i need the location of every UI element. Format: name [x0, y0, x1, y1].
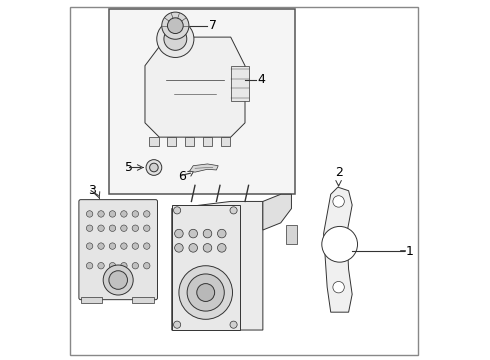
Circle shape [121, 225, 127, 231]
Circle shape [86, 262, 93, 269]
Circle shape [203, 229, 212, 238]
Circle shape [179, 266, 232, 319]
Bar [185, 137, 194, 146]
Circle shape [322, 226, 358, 262]
Circle shape [144, 243, 150, 249]
Circle shape [333, 282, 344, 293]
Circle shape [146, 159, 162, 175]
Polygon shape [323, 187, 352, 312]
Circle shape [230, 321, 237, 328]
Circle shape [174, 244, 183, 252]
Text: 4: 4 [258, 73, 266, 86]
Circle shape [121, 243, 127, 249]
Circle shape [109, 243, 116, 249]
Polygon shape [190, 164, 218, 172]
Bar [286, 225, 297, 244]
Circle shape [98, 225, 104, 231]
Circle shape [149, 163, 158, 172]
Circle shape [218, 229, 226, 238]
Text: 3: 3 [88, 184, 96, 197]
Text: 2: 2 [335, 166, 343, 179]
Text: 5: 5 [125, 161, 133, 174]
Circle shape [132, 225, 139, 231]
Text: 7: 7 [209, 19, 217, 32]
Circle shape [187, 274, 224, 311]
Circle shape [86, 243, 93, 249]
Circle shape [98, 243, 104, 249]
Circle shape [173, 207, 181, 214]
Circle shape [144, 211, 150, 217]
Circle shape [109, 271, 127, 289]
Circle shape [121, 211, 127, 217]
Circle shape [86, 225, 93, 231]
Circle shape [144, 225, 150, 231]
Bar [203, 137, 212, 146]
Circle shape [164, 27, 187, 50]
Circle shape [86, 211, 93, 217]
Bar [167, 137, 176, 146]
Circle shape [189, 229, 197, 238]
Bar [231, 66, 248, 102]
Circle shape [168, 18, 183, 33]
Bar [149, 137, 159, 146]
Polygon shape [145, 37, 245, 137]
Bar [81, 297, 102, 303]
Circle shape [109, 225, 116, 231]
Circle shape [121, 262, 127, 269]
FancyBboxPatch shape [79, 200, 157, 300]
Bar [132, 297, 154, 303]
Circle shape [132, 243, 139, 249]
Circle shape [333, 246, 344, 257]
Text: 1: 1 [406, 245, 414, 258]
Polygon shape [263, 194, 292, 230]
Circle shape [144, 262, 150, 269]
Circle shape [230, 207, 237, 214]
Circle shape [103, 265, 133, 295]
Circle shape [218, 244, 226, 252]
Circle shape [203, 244, 212, 252]
Polygon shape [172, 202, 263, 330]
Bar [109, 9, 295, 194]
Circle shape [132, 262, 139, 269]
Circle shape [174, 229, 183, 238]
Circle shape [109, 262, 116, 269]
Circle shape [189, 244, 197, 252]
Circle shape [98, 262, 104, 269]
Circle shape [132, 211, 139, 217]
Text: 6: 6 [178, 170, 186, 183]
Bar [172, 205, 240, 330]
Circle shape [162, 12, 189, 39]
Circle shape [197, 284, 215, 301]
Circle shape [98, 211, 104, 217]
Bar [220, 137, 230, 146]
Circle shape [333, 196, 344, 207]
Circle shape [173, 321, 181, 328]
Circle shape [109, 211, 116, 217]
Circle shape [157, 20, 194, 58]
